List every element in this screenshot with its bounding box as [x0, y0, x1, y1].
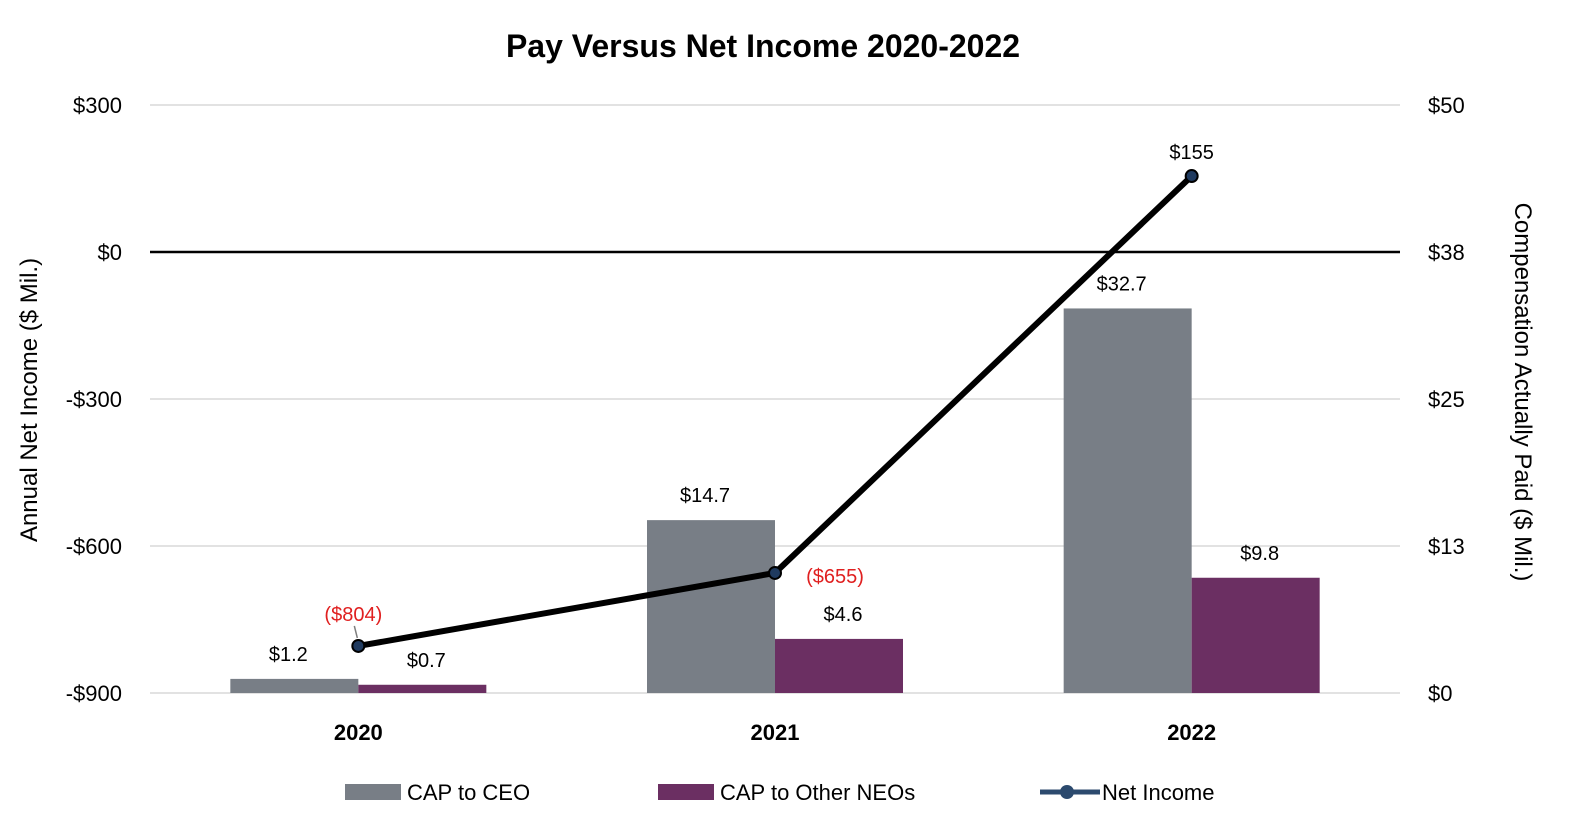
- category-labels: 2020 2021 2022: [334, 720, 1216, 745]
- category-label: 2022: [1167, 720, 1216, 745]
- bar-data-label: $0.7: [407, 650, 446, 672]
- net-income-point: [1184, 169, 1199, 184]
- data-labels: $1.2 $14.7 $32.7 $0.7 $4.6 $9.8 ($804) ($655) $1…: [269, 142, 1279, 672]
- legend-label: Net Income: [1102, 780, 1215, 805]
- net-income-data-label: $155: [1169, 142, 1214, 164]
- right-tick-label: $13: [1428, 534, 1465, 559]
- right-tick-label: $38: [1428, 240, 1465, 265]
- net-income-data-label: ($804): [324, 604, 382, 626]
- bar-cap-to-other-neos: [1191, 577, 1320, 693]
- left-tick-label: $300: [73, 93, 122, 118]
- bar-data-label: $4.6: [824, 604, 863, 626]
- left-axis-ticks: $300 $0 -$300 -$600 -$900: [66, 93, 122, 706]
- bar-cap-to-ceo: [647, 520, 775, 693]
- right-axis-ticks: $50 $38 $25 $13 $0: [1428, 93, 1465, 706]
- legend-swatch: [345, 784, 401, 800]
- net-income-point: [768, 565, 782, 580]
- right-tick-label: $50: [1428, 93, 1465, 118]
- net-income-line: [351, 169, 1199, 653]
- legend: CAP to CEO CAP to Other NEOs Net Income: [345, 780, 1215, 805]
- left-tick-label: $0: [98, 240, 122, 265]
- chart-title: Pay Versus Net Income 2020-2022: [506, 28, 1020, 64]
- right-tick-label: $25: [1428, 387, 1465, 412]
- net-income-point: [351, 638, 366, 653]
- bar-cap-to-ceo: [1063, 308, 1192, 693]
- right-axis-title: Compensation Actually Paid ($ Mil.): [1509, 203, 1536, 582]
- label-leader-line: [353, 625, 359, 639]
- right-tick-label: $0: [1428, 681, 1452, 706]
- category-label: 2020: [334, 720, 383, 745]
- bar-cap-to-ceo: [230, 678, 359, 693]
- left-axis-title: Annual Net Income ($ Mil.): [16, 258, 43, 542]
- category-label: 2021: [751, 720, 800, 745]
- legend-marker: [1060, 785, 1074, 799]
- left-tick-label: -$300: [66, 387, 122, 412]
- legend-label: CAP to CEO: [407, 780, 530, 805]
- bar-cap-to-other-neos: [775, 638, 903, 693]
- bar-data-label: $32.7: [1097, 273, 1147, 295]
- bar-data-label: $1.2: [269, 644, 308, 666]
- bars: [230, 308, 1320, 693]
- bar-data-label: $9.8: [1240, 543, 1279, 565]
- left-tick-label: -$900: [66, 681, 122, 706]
- bar-data-label: $14.7: [680, 485, 730, 507]
- bar-cap-to-other-neos: [358, 684, 487, 693]
- left-tick-label: -$600: [66, 534, 122, 559]
- net-income-data-label: ($655): [806, 566, 864, 588]
- legend-swatch: [658, 784, 714, 800]
- legend-label: CAP to Other NEOs: [720, 780, 915, 805]
